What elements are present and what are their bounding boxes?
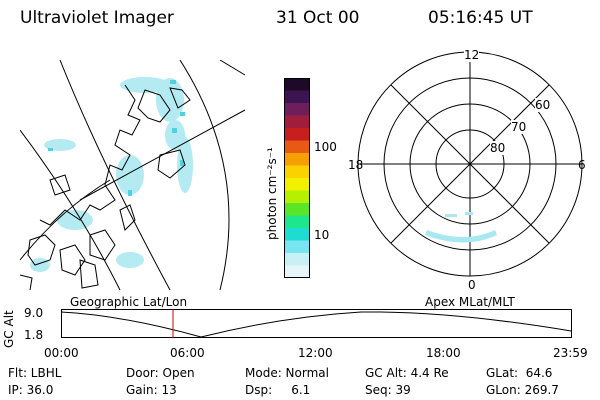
lat-label-80: 80 [490, 141, 506, 155]
time-tick-1800: 18:00 [426, 346, 461, 360]
colorbar-segment [284, 128, 310, 141]
mlt-label-12: 12 [464, 48, 480, 62]
polar-plot [357, 51, 583, 277]
mlt-label-6: 6 [578, 158, 586, 172]
time-tick-2359: 23:59 [553, 346, 588, 360]
aurora-emission [30, 77, 193, 272]
filter-info: Flt: LBHL [8, 366, 62, 380]
glat-info: GLat: 64.6 [486, 366, 553, 380]
colorbar-segment [284, 228, 310, 241]
colorbar-segment [284, 240, 310, 254]
colorbar-segment [284, 215, 310, 229]
glon-info: GLon: 269.7 [486, 383, 559, 397]
geographic-image [20, 60, 246, 290]
seq-info: Seq: 39 [365, 383, 411, 397]
colorbar-unit-label: photon cm⁻²s⁻¹ [265, 147, 279, 240]
horizon-arc [179, 60, 230, 290]
colorbar-segment [284, 115, 310, 129]
colorbar-segment [284, 253, 310, 266]
dsp-info: Dsp: 6.1 [245, 383, 311, 397]
colorbar-tick-10: 10 [314, 228, 330, 242]
time-tick-0000: 00:00 [44, 346, 79, 360]
colorbar-segment [284, 90, 310, 104]
gain-info: Gain: 13 [126, 383, 177, 397]
instrument-title: Ultraviolet Imager [20, 8, 174, 28]
door-info: Door: Open [126, 366, 195, 380]
mode-info: Mode: Normal [245, 366, 329, 380]
date-label: 31 Oct 00 [276, 8, 360, 28]
colorbar-segment [284, 153, 310, 166]
ip-info: IP: 36.0 [8, 383, 54, 397]
colorbar-segment [284, 78, 310, 91]
colorbar-tick-100: 100 [314, 140, 337, 154]
altitude-axis-label: GC Alt [2, 310, 16, 348]
altitude-plot-frame [61, 309, 572, 338]
gc-alt-info: GC Alt: 4.4 Re [365, 366, 449, 380]
colorbar-segment [284, 265, 310, 278]
colorbar-segment [284, 103, 310, 116]
geographic-projection-label: Geographic Lat/Lon [70, 295, 188, 309]
altitude-plot [61, 309, 572, 338]
colorbar-segment [284, 190, 310, 204]
mlt-lines [358, 52, 582, 276]
time-label: 05:16:45 UT [428, 8, 533, 28]
time-tick-0600: 06:00 [170, 346, 205, 360]
apex-projection-label: Apex MLat/MLT [425, 295, 515, 309]
time-tick-1200: 12:00 [298, 346, 333, 360]
altitude-tick-high: 9.0 [24, 306, 44, 320]
colorbar [284, 78, 310, 278]
colorbar-segment [284, 203, 310, 216]
lat-label-70: 70 [511, 120, 527, 134]
altitude-tick-low: 1.8 [24, 328, 44, 342]
colorbar-segment [284, 165, 310, 179]
colorbar-frame [284, 78, 310, 278]
coastlines [20, 84, 191, 290]
colorbar-segment [284, 178, 310, 191]
lat-label-60: 60 [535, 98, 551, 112]
altitude-curve [61, 311, 572, 338]
polar-aurora [425, 212, 497, 243]
colorbar-segment [284, 140, 310, 154]
mlt-label-18: 18 [348, 158, 364, 172]
mlt-label-0: 0 [468, 278, 476, 292]
